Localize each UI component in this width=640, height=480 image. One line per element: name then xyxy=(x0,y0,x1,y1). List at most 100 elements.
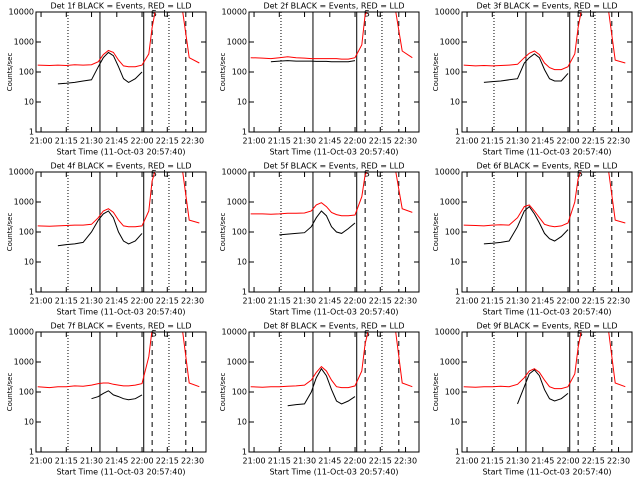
chart-title: Det 6f BLACK = Events, RED = LLD xyxy=(476,162,617,171)
plot-frame xyxy=(461,331,633,453)
x-tick-label: 22:00 xyxy=(344,457,367,466)
y-tick-label: 100 xyxy=(445,388,460,397)
series-line xyxy=(517,369,569,405)
y-axis-label: Counts/sec xyxy=(6,373,14,412)
y-tick-label: 100 xyxy=(232,228,247,237)
x-tick-label: 21:00 xyxy=(30,137,53,146)
y-tick-label: 10 xyxy=(450,418,460,427)
panel: Det 1f BLACK = Events, RED = LLD Counts/s… xyxy=(6,2,207,157)
x-tick-label: 21:45 xyxy=(105,457,128,466)
x-tick-label: 21:00 xyxy=(30,457,53,466)
chart-title: Det 7f BLACK = Events, RED = LLD xyxy=(50,322,191,331)
y-axis-label: Counts/sec xyxy=(6,213,14,252)
x-tick-label: 22:30 xyxy=(394,457,417,466)
y-tick-label: 10000 xyxy=(435,168,460,177)
x-tick-label: 21:30 xyxy=(293,457,316,466)
panel: Det 8f BLACK = Events, RED = LLD Counts/s… xyxy=(219,322,420,477)
annotation: S xyxy=(577,10,583,20)
y-tick-label: 1 xyxy=(242,288,247,297)
x-tick-label: 21:30 xyxy=(506,297,529,306)
plot-frame xyxy=(248,171,420,293)
x-tick-label: 21:00 xyxy=(243,457,266,466)
series-group xyxy=(37,332,200,401)
chart-title: Det 8f BLACK = Events, RED = LLD xyxy=(263,322,404,331)
x-axis-label: Start Time (11-Oct-03 20:57:40) xyxy=(482,308,611,317)
x-tick-label: 22:30 xyxy=(181,457,204,466)
x-axis-label: Start Time (11-Oct-03 20:57:40) xyxy=(56,308,185,317)
x-tick-label: 21:15 xyxy=(481,297,504,306)
y-tick-label: 100 xyxy=(445,228,460,237)
x-axis-label: Start Time (11-Oct-03 20:57:40) xyxy=(56,148,185,157)
plot-frame xyxy=(461,11,633,133)
annotation: L xyxy=(589,170,594,180)
x-tick-label: 21:15 xyxy=(268,297,291,306)
series-line xyxy=(287,367,356,407)
series-line xyxy=(250,332,413,389)
x-tick-label: 21:45 xyxy=(531,137,554,146)
y-axis-label: Counts/sec xyxy=(219,213,227,252)
series-line xyxy=(37,12,200,68)
y-tick-label: 10 xyxy=(450,98,460,107)
x-tick-label: 22:15 xyxy=(369,137,392,146)
y-tick-label: 1000 xyxy=(14,38,34,47)
y-tick-label: 10000 xyxy=(9,168,34,177)
y-tick-label: 1 xyxy=(455,448,460,457)
x-tick-label: 22:30 xyxy=(607,457,630,466)
x-tick-label: 22:15 xyxy=(369,457,392,466)
x-tick-label: 22:15 xyxy=(582,297,605,306)
series-line xyxy=(483,205,569,245)
x-tick-label: 21:45 xyxy=(318,297,341,306)
x-tick-label: 21:30 xyxy=(293,137,316,146)
x-axis-label: Start Time (11-Oct-03 20:57:40) xyxy=(269,468,398,477)
y-tick-label: 10000 xyxy=(435,8,460,17)
annotation: S xyxy=(151,330,157,340)
y-tick-label: 1 xyxy=(242,448,247,457)
x-axis-label: Start Time (11-Oct-03 20:57:40) xyxy=(482,148,611,157)
series-line xyxy=(463,172,626,228)
panel: Det 7f BLACK = Events, RED = LLD Counts/s… xyxy=(6,322,207,477)
series-line xyxy=(279,210,356,236)
x-tick-label: 21:30 xyxy=(506,457,529,466)
annotation: L xyxy=(163,10,168,20)
x-tick-label: 22:15 xyxy=(582,457,605,466)
x-tick-label: 22:00 xyxy=(557,297,580,306)
x-axis-label: Start Time (11-Oct-03 20:57:40) xyxy=(56,468,185,477)
x-tick-label: 21:15 xyxy=(55,297,78,306)
y-tick-label: 10 xyxy=(24,258,34,267)
y-tick-label: 10 xyxy=(450,258,460,267)
y-axis-label: Counts/sec xyxy=(432,53,440,92)
y-tick-label: 100 xyxy=(232,388,247,397)
annotation: S xyxy=(151,10,157,20)
chart-title: Det 3f BLACK = Events, RED = LLD xyxy=(476,2,617,11)
series-line xyxy=(463,12,626,71)
x-tick-label: 21:15 xyxy=(55,457,78,466)
y-tick-label: 100 xyxy=(19,228,34,237)
x-tick-label: 22:30 xyxy=(607,137,630,146)
x-tick-label: 21:00 xyxy=(30,297,53,306)
series-line xyxy=(463,332,626,390)
x-tick-label: 21:30 xyxy=(80,137,103,146)
annotation: L xyxy=(376,10,381,20)
y-tick-label: 10 xyxy=(237,418,247,427)
x-tick-label: 22:00 xyxy=(344,297,367,306)
series-line xyxy=(37,172,200,228)
y-tick-label: 1 xyxy=(455,288,460,297)
plot-frame xyxy=(248,11,420,133)
x-tick-label: 21:00 xyxy=(456,137,479,146)
plot-frame xyxy=(35,11,207,133)
annotation: L xyxy=(163,170,168,180)
series-line xyxy=(91,390,143,401)
chart-title: Det 9f BLACK = Events, RED = LLD xyxy=(476,322,617,331)
y-axis-label: Counts/sec xyxy=(432,373,440,412)
x-tick-label: 22:00 xyxy=(557,457,580,466)
x-tick-label: 21:45 xyxy=(531,297,554,306)
chart-title: Det 2f BLACK = Events, RED = LLD xyxy=(263,2,404,11)
y-tick-label: 100 xyxy=(232,68,247,77)
y-tick-label: 10 xyxy=(237,258,247,267)
x-tick-label: 22:15 xyxy=(156,137,179,146)
x-tick-label: 21:15 xyxy=(268,137,291,146)
series-line xyxy=(57,51,143,85)
chart-title: Det 5f BLACK = Events, RED = LLD xyxy=(263,162,404,171)
x-axis-label: Start Time (11-Oct-03 20:57:40) xyxy=(269,308,398,317)
